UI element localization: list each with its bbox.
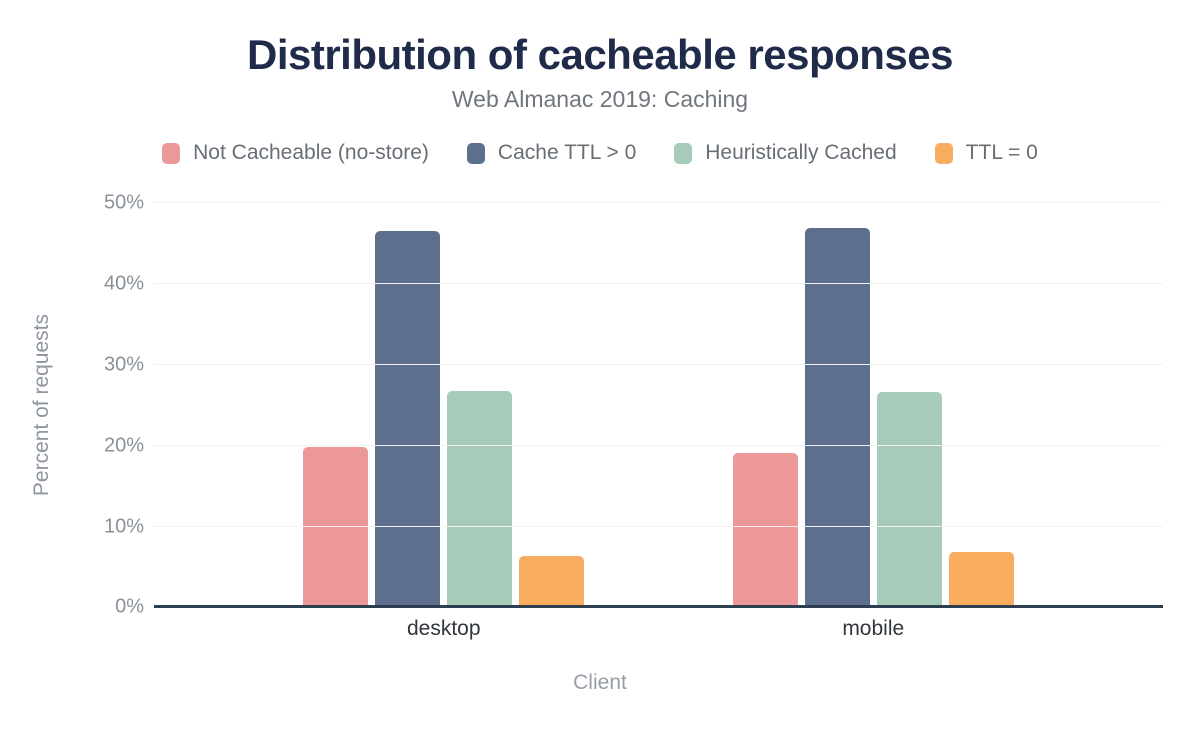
y-axis-title-label: Percent of requests [30,314,53,497]
legend-swatch-icon [674,142,693,164]
legend-label: Heuristically Cached [705,141,897,165]
y-tick-label-30: 30% [103,353,144,376]
bar-desktop-series-1[interactable] [375,230,441,608]
legend-item-2[interactable]: Heuristically Cached [674,141,897,165]
legend-item-0[interactable]: Not Cacheable (no-store) [162,141,429,165]
y-tick-label-40: 40% [103,272,144,295]
y-tick-label-20: 20% [103,434,144,457]
gridline-50 [154,202,1163,204]
legend-item-3[interactable]: TTL = 0 [934,141,1038,165]
bar-group-desktop [229,203,659,608]
y-tick-label-50: 50% [103,191,144,214]
legend-label: Not Cacheable (no-store) [193,141,429,165]
bar-mobile-series-2[interactable] [876,391,942,608]
bar-mobile-series-3[interactable] [948,551,1014,608]
bar-desktop-series-2[interactable] [447,390,513,608]
x-category-label-desktop: desktop [406,617,481,641]
y-tick-label-0: 0% [115,595,144,618]
legend: Not Cacheable (no-store) Cache TTL > 0 Heu… [0,141,1200,165]
chart-area: Percent of requests 0% 10% 20% 30% 40% 50% [18,192,1163,618]
legend-swatch-icon [162,142,181,164]
x-category-label-mobile: mobile [842,617,905,641]
bar-mobile-series-1[interactable] [804,227,870,608]
gridline-30 [154,363,1163,365]
gridline-20 [154,444,1163,446]
chart-title: Distribution of cacheable responses [246,31,954,78]
bars-layer [154,203,1163,608]
bar-desktop-series-3[interactable] [519,556,585,608]
x-axis-category-labels: desktop mobile [154,617,1163,641]
gridline-40 [154,283,1163,285]
gridline-10 [154,525,1163,527]
y-tick-label-10: 10% [103,515,144,538]
plot-area [154,202,1163,609]
legend-item-1[interactable]: Cache TTL > 0 [466,141,637,165]
y-axis-title: Percent of requests [18,203,66,607]
legend-label: TTL = 0 [965,141,1038,165]
x-axis-title: Client [573,671,627,695]
legend-label: Cache TTL > 0 [497,141,637,165]
y-axis-tick-labels: 0% 10% 20% 30% 40% 50% [66,192,154,618]
bar-group-mobile [659,203,1089,608]
legend-swatch-icon [466,142,485,164]
x-axis-line [154,605,1163,609]
bar-mobile-series-0[interactable] [732,453,798,608]
legend-swatch-icon [934,142,953,164]
bar-desktop-series-0[interactable] [303,447,369,608]
chart-subtitle: Web Almanac 2019: Caching [451,86,749,113]
